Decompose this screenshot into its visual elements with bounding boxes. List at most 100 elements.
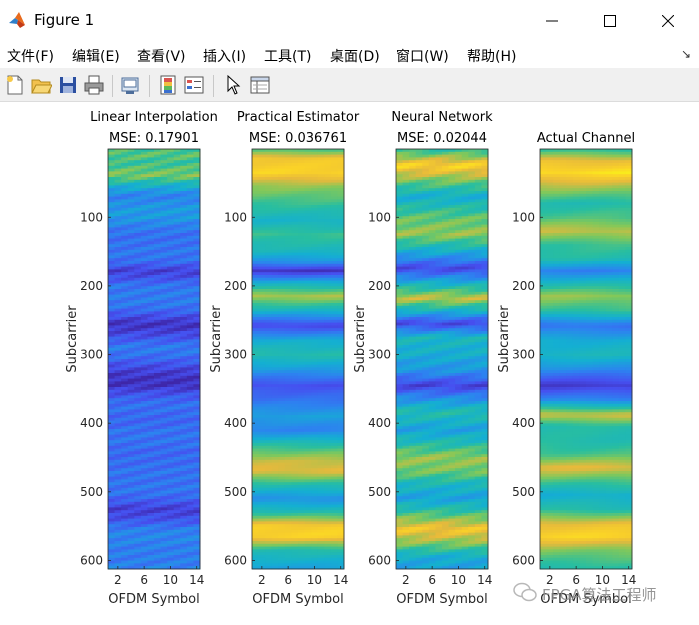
heatmap-cell — [108, 224, 115, 228]
heatmap-cell — [160, 163, 168, 167]
heatmap-cell — [167, 300, 175, 304]
property-editor-icon[interactable] — [249, 74, 271, 96]
insert-legend-icon[interactable] — [183, 74, 205, 96]
heatmap-cell — [317, 395, 325, 399]
heatmap-cell — [291, 149, 299, 153]
heatmap-cell — [193, 168, 201, 172]
heatmap-cell — [121, 555, 129, 559]
heatmap-cell — [127, 471, 135, 475]
heatmap-cell — [186, 546, 194, 550]
heatmap-cell — [422, 171, 430, 175]
heatmap-cell — [193, 205, 201, 209]
heatmap-cell — [324, 185, 332, 189]
heatmap-cell — [147, 303, 155, 307]
heatmap-cell — [278, 499, 286, 503]
heatmap-cell — [317, 168, 325, 172]
menu-desktop[interactable]: 桌面(D) — [330, 49, 380, 65]
heatmap-cell — [180, 221, 188, 225]
menu-view[interactable]: 查看(V) — [137, 49, 186, 65]
minimize-button[interactable] — [529, 6, 575, 36]
new-figure-icon[interactable] — [4, 74, 26, 96]
heatmap-cell — [193, 448, 201, 452]
heatmap-cell — [415, 177, 423, 181]
open-file-icon[interactable] — [30, 74, 52, 96]
heatmap-cell — [311, 451, 319, 455]
heatmap-cell — [304, 283, 312, 287]
print-icon[interactable] — [83, 74, 105, 96]
heatmap-cell — [154, 403, 161, 407]
heatmap-cell — [173, 227, 181, 231]
heatmap-cell — [258, 266, 266, 270]
heatmap-cell — [252, 244, 259, 248]
heatmap-cell — [134, 566, 142, 570]
dock-arrow-icon[interactable]: ↘ — [680, 47, 691, 61]
heatmap-cell — [304, 297, 312, 301]
menu-file[interactable]: 文件(F) — [7, 49, 54, 65]
heatmap-cell — [324, 216, 332, 220]
heatmap-cell — [330, 216, 338, 220]
heatmap-cell — [304, 420, 312, 424]
heatmap-cell — [180, 182, 188, 186]
menu-edit[interactable]: 编辑(E) — [72, 49, 120, 65]
heatmap-cell — [186, 216, 194, 220]
heatmap-cell — [284, 182, 292, 186]
heatmap-cell — [114, 280, 122, 284]
heatmap-cell — [180, 364, 188, 368]
heatmap-cell — [154, 258, 161, 262]
heatmap-cell — [324, 384, 332, 388]
heatmap-cell — [252, 331, 259, 335]
heatmap-cell — [284, 311, 292, 315]
save-icon[interactable] — [57, 74, 79, 96]
close-button[interactable] — [645, 6, 691, 36]
heatmap-cell — [121, 160, 129, 164]
heatmap-cell — [180, 504, 188, 508]
heatmap-cell — [127, 255, 135, 259]
heatmap-cell — [324, 233, 332, 237]
title-bar[interactable]: Figure 1 — [0, 0, 699, 42]
heatmap-cell — [252, 420, 259, 424]
heatmap-cell — [317, 361, 325, 365]
menu-insert[interactable]: 插入(I) — [203, 49, 247, 65]
heatmap-cell — [258, 392, 266, 396]
heatmap-cell — [193, 193, 201, 197]
heatmap-cell — [154, 373, 161, 377]
menu-window[interactable]: 窗口(W) — [396, 49, 449, 65]
heatmap-cell — [442, 238, 449, 242]
heatmap-cell — [311, 328, 319, 332]
pointer-icon[interactable] — [222, 74, 244, 96]
heatmap-cell — [265, 487, 273, 491]
menu-tools[interactable]: 工具(T) — [264, 49, 312, 65]
heatmap-cell — [317, 165, 325, 169]
heatmap-cell — [186, 219, 194, 223]
heatmap-cell — [317, 252, 325, 256]
heatmap-cell — [265, 462, 273, 466]
heatmap-cell — [160, 325, 168, 329]
heatmap-cell — [186, 227, 194, 231]
insert-colorbar-icon[interactable] — [157, 74, 179, 96]
heatmap-cell — [127, 367, 135, 371]
heatmap-cell — [173, 255, 181, 259]
heatmap-cell — [284, 543, 292, 547]
heatmap-cell — [304, 529, 312, 533]
heatmap-cell — [474, 275, 482, 279]
heatmap-cell — [409, 286, 417, 290]
heatmap-cell — [265, 381, 273, 385]
heatmap-cell — [167, 165, 175, 169]
heatmap-cell — [173, 451, 181, 455]
heatmap-cell — [180, 490, 188, 494]
heatmap-cell — [291, 185, 299, 189]
link-plot-icon[interactable] — [119, 74, 141, 96]
heatmap-cell — [324, 188, 332, 192]
heatmap-cell — [442, 227, 449, 231]
heatmap-cell — [265, 266, 273, 270]
heatmap-cell — [311, 235, 319, 239]
heatmap-cell — [317, 518, 325, 522]
heatmap-cell — [140, 496, 148, 500]
heatmap-cell — [108, 384, 115, 388]
heatmap-cell — [186, 303, 194, 307]
heatmap-cell — [265, 504, 273, 508]
heatmap-cell — [291, 241, 299, 245]
heatmap-cell — [330, 501, 338, 505]
menu-help[interactable]: 帮助(H) — [467, 49, 517, 65]
maximize-button[interactable] — [587, 6, 633, 36]
